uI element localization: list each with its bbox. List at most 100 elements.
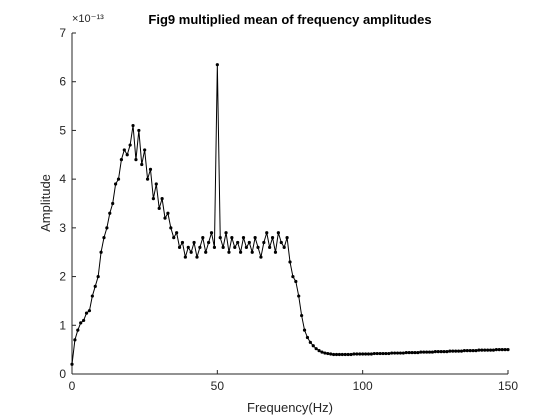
- point: [448, 349, 452, 353]
- point: [323, 351, 327, 355]
- y-axis-label: Amplitude: [38, 174, 53, 232]
- point: [451, 349, 455, 353]
- point: [250, 250, 254, 254]
- point: [268, 245, 272, 249]
- point: [494, 348, 498, 352]
- point: [314, 347, 318, 351]
- point: [201, 236, 205, 240]
- point: [305, 335, 310, 340]
- point: [244, 245, 248, 249]
- y-tick-label: 6: [59, 75, 66, 89]
- point: [227, 250, 231, 254]
- point: [131, 123, 135, 128]
- point: [361, 352, 365, 356]
- point: [480, 348, 484, 352]
- point: [224, 231, 228, 235]
- point: [111, 201, 115, 206]
- point: [236, 240, 240, 245]
- point: [157, 206, 161, 210]
- point: [352, 352, 356, 356]
- point: [407, 350, 411, 355]
- point: [456, 349, 461, 353]
- point: [465, 349, 469, 353]
- point: [366, 352, 371, 356]
- point: [96, 274, 100, 279]
- point: [500, 348, 504, 352]
- y-tick-label: 5: [59, 123, 66, 137]
- point: [317, 349, 321, 353]
- point: [343, 352, 347, 357]
- y-tick-label: 3: [59, 221, 66, 235]
- x-axis-label: Frequency(Hz): [247, 400, 333, 415]
- point: [346, 352, 350, 357]
- point: [186, 245, 190, 249]
- point: [483, 348, 487, 352]
- point: [163, 216, 167, 220]
- point: [445, 349, 449, 354]
- point: [297, 294, 301, 298]
- y-tick-label: 0: [59, 367, 66, 381]
- point: [372, 351, 376, 356]
- point: [270, 236, 275, 240]
- point: [180, 240, 185, 245]
- point: [108, 211, 112, 215]
- point: [329, 352, 333, 356]
- point: [334, 352, 339, 357]
- point: [497, 348, 501, 352]
- point: [477, 348, 481, 352]
- point: [195, 255, 199, 259]
- point: [128, 143, 132, 147]
- x-tick-label: 0: [69, 379, 76, 393]
- point: [332, 352, 336, 357]
- point: [172, 236, 176, 240]
- point: [212, 245, 217, 249]
- point: [381, 351, 385, 356]
- point: [99, 250, 103, 254]
- point: [471, 349, 475, 353]
- point: [427, 350, 432, 354]
- point: [422, 350, 426, 354]
- point: [169, 226, 173, 230]
- point: [238, 250, 243, 254]
- point: [145, 177, 150, 181]
- point: [395, 351, 400, 355]
- point: [140, 162, 144, 167]
- point: [93, 284, 97, 288]
- point: [207, 240, 211, 245]
- x-tick-label: 100: [353, 379, 373, 393]
- point: [276, 231, 280, 235]
- point: [387, 351, 391, 356]
- point: [425, 350, 429, 354]
- point: [442, 349, 446, 354]
- point: [398, 351, 403, 355]
- point: [247, 240, 251, 245]
- point: [198, 245, 202, 249]
- point: [486, 348, 490, 352]
- point: [160, 197, 164, 201]
- point: [204, 250, 208, 254]
- point: [143, 148, 147, 152]
- point: [308, 340, 312, 344]
- point: [137, 128, 141, 133]
- point: [375, 351, 379, 356]
- point: [177, 245, 182, 249]
- y-tick-label: 2: [59, 270, 66, 284]
- point: [122, 148, 126, 152]
- point: [134, 158, 138, 162]
- point: [340, 352, 344, 357]
- point: [119, 158, 124, 162]
- point: [436, 349, 440, 354]
- point: [230, 236, 234, 240]
- point: [90, 294, 94, 298]
- point: [462, 349, 466, 353]
- point: [491, 348, 496, 352]
- point: [282, 245, 286, 249]
- point: [209, 231, 214, 235]
- point: [430, 350, 435, 354]
- point: [439, 349, 443, 354]
- point: [192, 240, 196, 245]
- point: [390, 351, 394, 355]
- point: [70, 362, 74, 366]
